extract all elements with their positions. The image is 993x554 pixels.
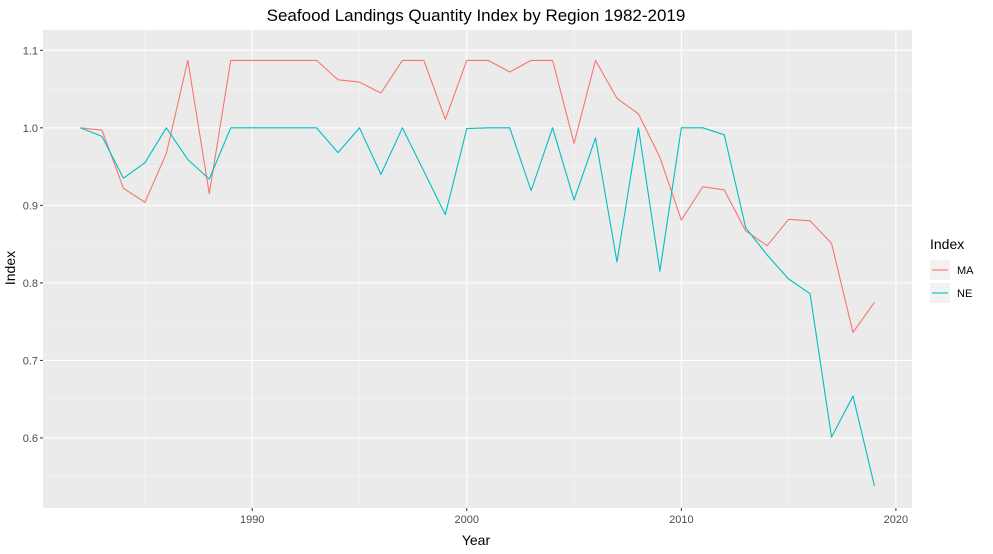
x-axis-title: Year [462, 532, 491, 548]
y-tick-label: 0.6 [23, 433, 38, 445]
plot-panel [43, 30, 912, 508]
y-tick-label: 1.1 [23, 45, 38, 57]
y-tick-label: 0.9 [23, 200, 38, 212]
y-axis-title: Index [2, 251, 18, 285]
x-tick-label: 1990 [240, 514, 264, 526]
legend-title: Index [930, 236, 964, 252]
series-line-ne [80, 127, 875, 487]
y-axis: 0.6 0.7 0.8 0.9 1.0 1.1 [23, 45, 43, 445]
legend: Index MA NE [930, 236, 974, 303]
series-lines [80, 59, 875, 487]
y-tick-label: 1.0 [23, 123, 38, 135]
legend-label-ne: NE [957, 288, 972, 300]
y-tick-label: 0.7 [23, 355, 38, 367]
legend-label-ma: MA [957, 265, 974, 277]
x-tick-label: 2000 [455, 514, 479, 526]
x-tick-label: 2020 [884, 514, 908, 526]
x-axis: 1990 2000 2010 2020 [240, 508, 908, 526]
chart-title: Seafood Landings Quantity Index by Regio… [267, 6, 686, 25]
y-tick-label: 0.8 [23, 278, 38, 290]
x-tick-label: 2010 [669, 514, 693, 526]
grid-lines [43, 30, 912, 508]
